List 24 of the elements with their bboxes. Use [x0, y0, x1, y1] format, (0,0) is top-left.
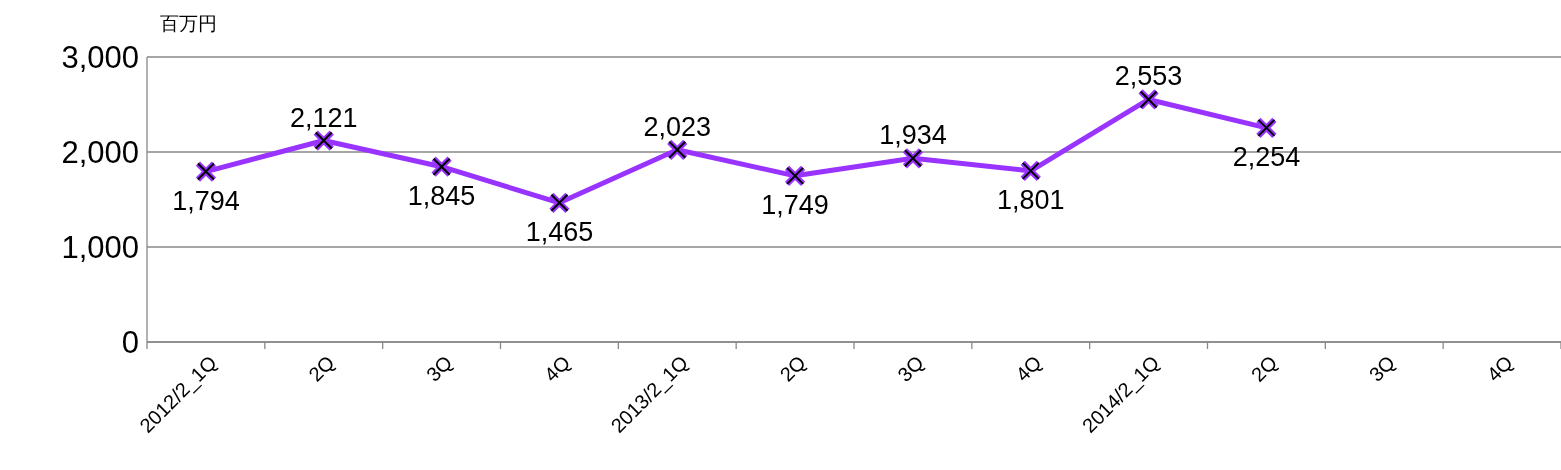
data-label: 2,553: [1114, 61, 1183, 92]
x-tick-label: 2Q: [1246, 351, 1282, 386]
data-label: 1,934: [879, 120, 947, 151]
data-label: 1,749: [761, 189, 829, 220]
data-label: 1,801: [996, 184, 1065, 215]
y-tick-label: 2,000: [61, 135, 139, 170]
x-tick-label: 3Q: [421, 351, 457, 386]
x-tick-label: 3Q: [1364, 351, 1400, 386]
x-tick-label: 2Q: [304, 351, 339, 386]
x-tick-label: 4Q: [1011, 351, 1046, 386]
data-label: 2,254: [1232, 141, 1301, 172]
data-label: 1,794: [172, 185, 240, 216]
x-tick-label: 2Q: [775, 351, 810, 386]
y-tick-label: 0: [121, 325, 139, 360]
data-label: 2,023: [643, 111, 712, 142]
y-tick-label: 3,000: [61, 40, 139, 75]
x-tick-label: 3Q: [893, 351, 928, 386]
x-tick-label: 4Q: [539, 351, 575, 386]
data-label: 1,465: [525, 216, 594, 247]
data-label: 1,845: [407, 180, 476, 211]
x-tick-label: 4Q: [1482, 351, 1517, 386]
data-label: 2,121: [289, 102, 358, 133]
y-tick-label: 1,000: [61, 230, 139, 265]
y-axis-title: 百万円: [160, 13, 217, 34]
